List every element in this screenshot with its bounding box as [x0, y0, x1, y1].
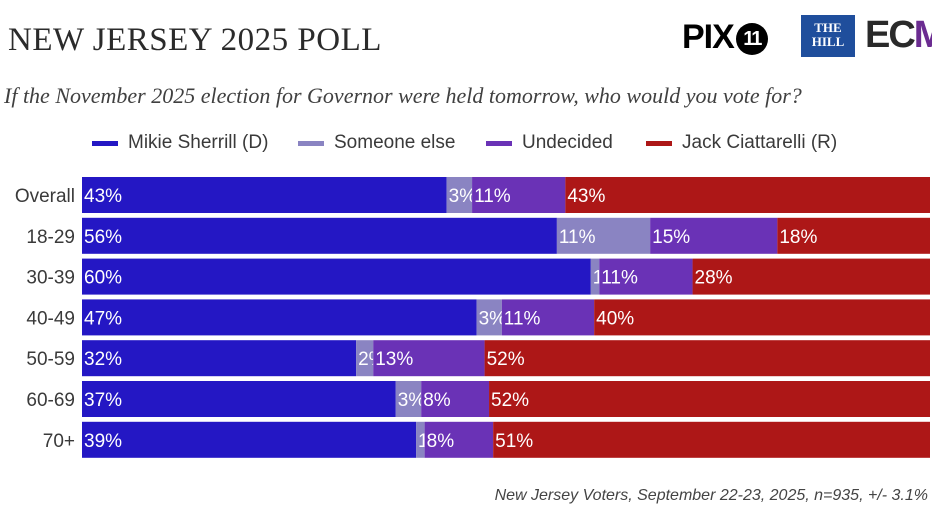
data-label-50-59-undecided: 13%: [375, 349, 413, 370]
category-label-60-69: 60-69: [26, 390, 75, 411]
bar-50-59-sherrill: [82, 340, 357, 377]
data-label-overall-ciattarelli: 43%: [567, 186, 605, 207]
legend-item-ciattarelli: Jack Ciattarelli (R): [646, 132, 837, 154]
poll-question: If the November 2025 election for Govern…: [4, 83, 802, 108]
bar-60-69-ciattarelli: [489, 381, 930, 417]
data-label-18-29-undecided: 15%: [652, 227, 690, 248]
bar-40-49-someone-else: [476, 299, 502, 336]
bar-70--sherrill: [82, 421, 417, 458]
bar-40-49-sherrill: [82, 299, 477, 336]
legend-item-undecided: Undecided: [486, 132, 613, 154]
data-label-60-69-undecided: 8%: [423, 390, 451, 411]
bar-50-59-someone-else: [356, 340, 374, 377]
data-label-overall-someone-else: 3%: [449, 186, 477, 207]
hill-logo-line1: THE: [814, 20, 842, 35]
category-label-50-59: 50-59: [26, 349, 75, 370]
bar-18-29-undecided: [650, 217, 778, 254]
legend-item-sherrill: Mikie Sherrill (D): [92, 132, 268, 154]
bar-overall-sherrill: [82, 177, 447, 213]
logo-group: PIX 11 THE HILL ECM: [682, 12, 932, 62]
bar-30-39-someone-else: [590, 258, 600, 295]
bar-overall-ciattarelli: [565, 177, 930, 213]
legend-label-sherrill: Mikie Sherrill (D): [128, 132, 269, 153]
bar-30-39-sherrill: [82, 258, 591, 295]
bar-50-59-ciattarelli: [484, 340, 930, 377]
bar-30-39-undecided: [599, 258, 693, 295]
bar-overall-someone-else: [446, 177, 473, 213]
poll-footnote: New Jersey Voters, September 22-23, 2025…: [494, 487, 928, 504]
pix-logo-text: PIX: [682, 18, 735, 56]
bar-60-69-someone-else: [395, 381, 422, 417]
legend-swatch-ciattarelli: [646, 140, 672, 146]
data-label-overall-undecided: 11%: [474, 186, 511, 207]
category-label-30-39: 30-39: [26, 268, 75, 289]
data-label-50-59-sherrill: 32%: [84, 349, 122, 370]
data-label-70--ciattarelli: 51%: [495, 431, 533, 452]
chart-legend: Mikie Sherrill (D) Someone else Undecided J…: [0, 132, 932, 160]
the-hill-logo: THE HILL: [801, 15, 855, 57]
pix11-logo: PIX 11: [682, 18, 768, 57]
bar-overall-undecided: [472, 177, 566, 213]
pix-logo-number: 11: [735, 23, 768, 55]
data-label-40-49-undecided: 11%: [504, 308, 541, 329]
stacked-bar-chart: Overall 43% 3%11% 43%18-29 56% 11% 15% 18%30-39…: [15, 177, 930, 458]
chart-title: NEW JERSEY 2025 POLL: [8, 22, 382, 58]
bar-40-49-undecided: [501, 299, 595, 336]
hill-logo-line2: HILL: [811, 34, 845, 49]
data-label-18-29-ciattarelli: 18%: [779, 227, 817, 248]
legend-label-ciattarelli: Jack Ciattarelli (R): [682, 132, 838, 153]
bar-70--ciattarelli: [493, 421, 930, 458]
data-label-60-69-someone-else: 3%: [398, 390, 426, 411]
legend-swatch-someone-else: [298, 140, 324, 146]
category-label-40-49: 40-49: [26, 308, 75, 329]
bar-70--someone-else: [416, 421, 425, 458]
category-label-overall: Overall: [15, 186, 75, 207]
data-label-60-69-sherrill: 37%: [84, 390, 122, 411]
data-label-70--undecided: 8%: [427, 431, 455, 452]
data-label-18-29-someone-else: 11%: [559, 227, 596, 248]
bar-50-59-undecided: [373, 340, 485, 377]
data-label-30-39-sherrill: 60%: [84, 268, 122, 289]
category-label-18-29: 18-29: [26, 227, 75, 248]
legend-label-undecided: Undecided: [522, 132, 613, 153]
bar-18-29-someone-else: [556, 217, 651, 254]
data-label-40-49-sherrill: 47%: [84, 308, 122, 329]
ec-logo-text: EC: [865, 14, 916, 56]
data-label-30-39-undecided: 11%: [601, 268, 638, 289]
data-label-30-39-ciattarelli: 28%: [695, 268, 733, 289]
ec-logo-mark: M: [913, 14, 932, 56]
bar-70--undecided: [424, 421, 494, 458]
bar-18-29-ciattarelli: [777, 217, 930, 254]
category-label-70-: 70+: [43, 431, 75, 452]
data-label-18-29-sherrill: 56%: [84, 227, 122, 248]
data-label-overall-sherrill: 43%: [84, 186, 122, 207]
data-label-70--sherrill: 39%: [84, 431, 122, 452]
legend-label-someone-else: Someone else: [334, 132, 456, 153]
bar-30-39-ciattarelli: [692, 258, 930, 295]
bar-18-29-sherrill: [82, 217, 557, 254]
data-label-50-59-ciattarelli: 52%: [487, 349, 525, 370]
data-label-40-49-ciattarelli: 40%: [596, 308, 634, 329]
data-label-40-49-someone-else: 3%: [479, 308, 507, 329]
bar-60-69-undecided: [421, 381, 490, 417]
legend-item-someone-else: Someone else: [298, 132, 455, 154]
bar-40-49-ciattarelli: [594, 299, 930, 336]
legend-swatch-sherrill: [92, 140, 118, 146]
legend-swatch-undecided: [486, 140, 512, 146]
data-label-60-69-ciattarelli: 52%: [491, 390, 529, 411]
emerson-logo: ECM: [865, 14, 932, 57]
bar-60-69-sherrill: [82, 381, 396, 417]
